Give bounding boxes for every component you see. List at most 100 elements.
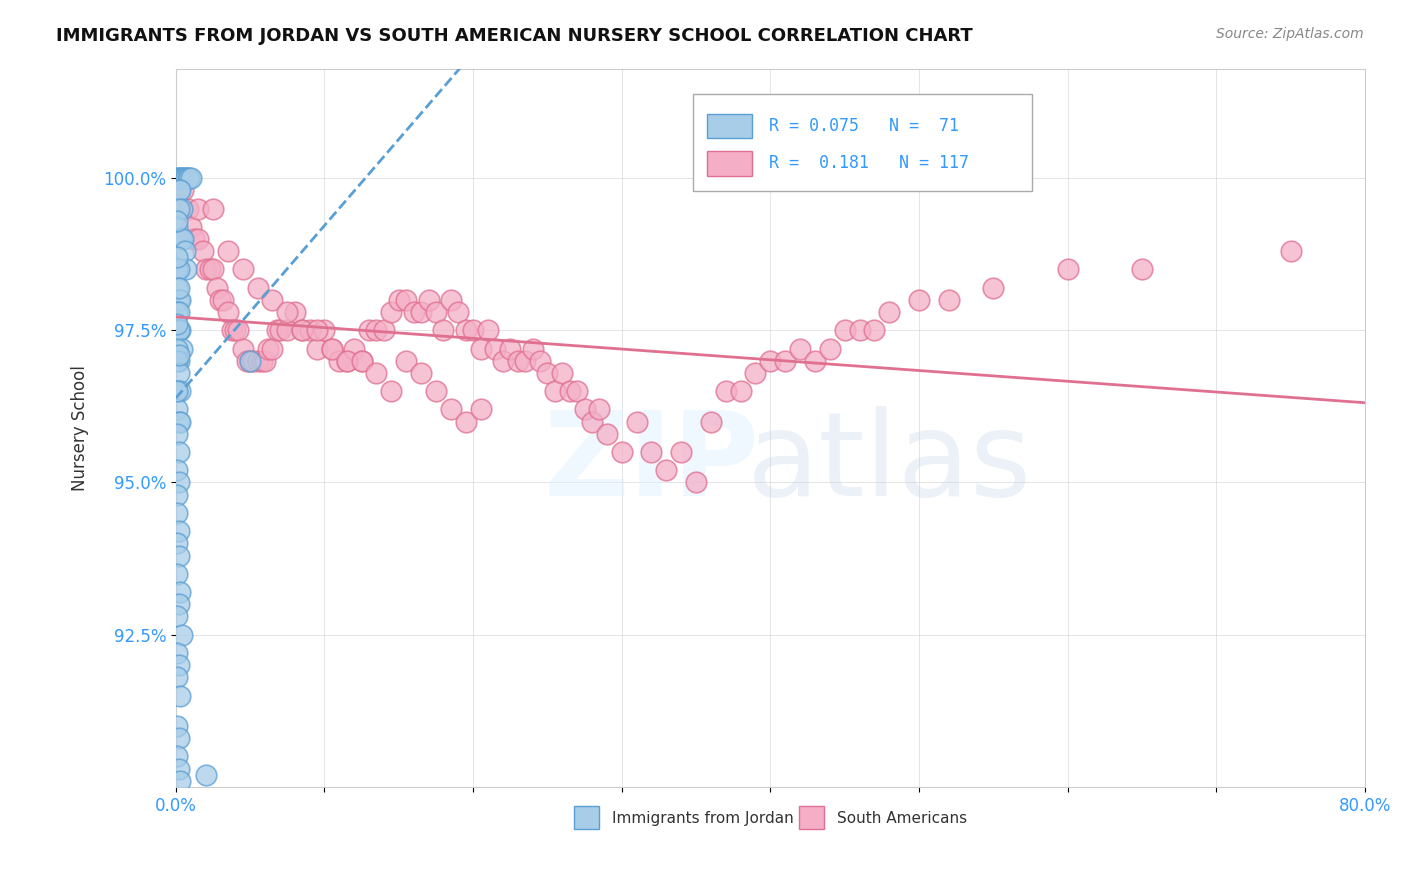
Point [166,305,188,319]
Point [209,293,232,307]
Point [166,280,188,294]
Point [395,353,418,368]
Point [834,323,856,337]
Point [207,280,229,294]
Point [166,670,188,684]
Point [217,305,239,319]
Point [169,183,191,197]
Point [250,353,273,368]
Point [685,475,707,490]
Point [981,280,1004,294]
Point [169,323,191,337]
Point [167,445,190,459]
Point [773,353,796,368]
Point [172,232,194,246]
Point [640,445,662,459]
Text: R =  0.181   N = 117: R = 0.181 N = 117 [769,154,969,172]
Point [169,773,191,788]
Point [246,280,269,294]
Point [262,293,284,307]
Point [350,353,373,368]
Point [166,323,188,337]
Point [201,262,224,277]
Point [321,342,343,356]
Point [187,232,209,246]
Point [170,202,193,216]
Bar [707,151,752,176]
Point [166,384,188,399]
Point [863,323,886,337]
Point [166,342,188,356]
Point [1056,262,1078,277]
Point [291,323,314,337]
Point [253,353,276,368]
Point [172,183,194,197]
Point [328,353,350,368]
Point [314,323,336,337]
Point [447,305,470,319]
Point [169,171,191,186]
Point [669,445,692,459]
Point [167,353,190,368]
Text: atlas: atlas [747,406,1032,521]
Point [166,566,188,581]
Text: R = 0.075   N =  71: R = 0.075 N = 71 [769,117,959,135]
Point [167,415,190,429]
Text: IMMIGRANTS FROM JORDAN VS SOUTH AMERICAN NURSERY SCHOOL CORRELATION CHART: IMMIGRANTS FROM JORDAN VS SOUTH AMERICAN… [56,27,973,45]
Point [596,426,619,441]
Point [166,488,188,502]
Point [194,262,217,277]
Point [169,384,191,399]
Point [232,262,254,277]
Bar [707,114,752,138]
Point [298,323,321,337]
Point [167,348,190,362]
Point [166,250,188,264]
Point [269,323,291,337]
Point [544,384,567,399]
Point [257,342,280,356]
Point [470,402,492,417]
Point [366,323,388,337]
Point [513,353,536,368]
Point [167,762,190,776]
Point [167,549,190,563]
Text: South Americans: South Americans [837,811,967,825]
Point [167,475,190,490]
Y-axis label: Nursery School: Nursery School [72,365,89,491]
Point [166,719,188,733]
Point [177,202,200,216]
Point [484,342,506,356]
Point [166,219,188,234]
Point [169,689,191,703]
Point [232,342,254,356]
Point [167,366,190,380]
Point [655,463,678,477]
Point [388,293,411,307]
Point [759,353,782,368]
Point [236,353,259,368]
Text: Immigrants from Jordan: Immigrants from Jordan [612,811,793,825]
Point [166,463,188,477]
Point [167,597,190,611]
Point [166,262,188,277]
Point [432,323,454,337]
Point [166,353,188,368]
Point [366,366,388,380]
Point [730,384,752,399]
Point [179,171,201,186]
Point [167,305,190,319]
Point [166,213,188,227]
Point [499,342,522,356]
Point [804,353,827,368]
Point [246,353,269,368]
Point [262,342,284,356]
Point [350,353,373,368]
Point [425,384,447,399]
Point [166,384,188,399]
Point [166,609,188,624]
Point [166,506,188,520]
Point [172,171,194,186]
Point [418,293,440,307]
Point [226,323,249,337]
